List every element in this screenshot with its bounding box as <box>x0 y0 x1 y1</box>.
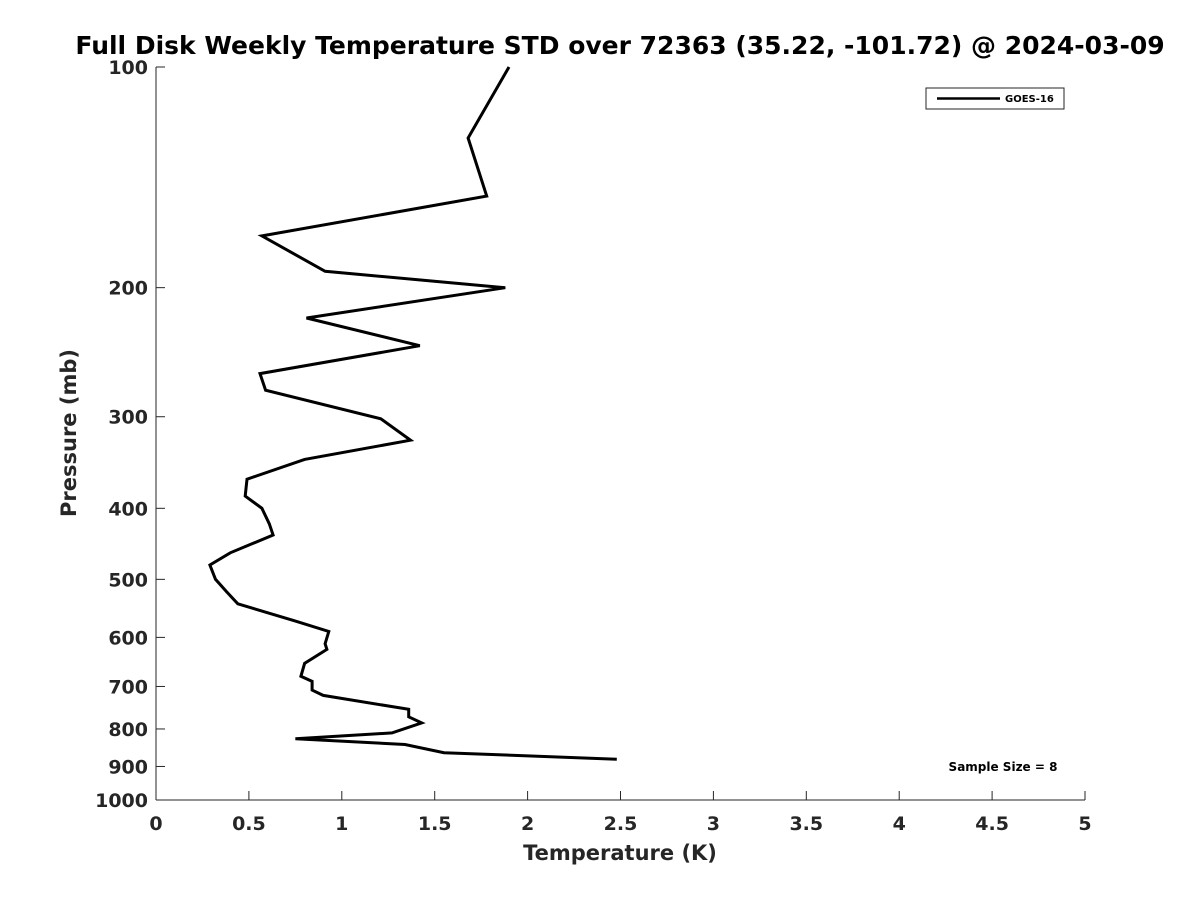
y-tick-label: 200 <box>108 278 148 300</box>
x-tick-label: 4 <box>893 813 906 835</box>
x-tick-label: 2 <box>521 813 534 835</box>
y-tick-label: 700 <box>108 676 148 698</box>
legend: GOES-16 <box>925 87 1065 110</box>
y-tick-label: 600 <box>108 627 148 649</box>
y-tick-label: 300 <box>108 407 148 429</box>
y-tick-label: 500 <box>108 569 148 591</box>
series-group <box>208 66 617 761</box>
x-tick-label: 2.5 <box>604 813 638 835</box>
sample-size-annotation: Sample Size = 8 <box>949 760 1058 774</box>
y-tick-label: 100 <box>108 57 148 79</box>
x-tick-label: 0 <box>149 813 162 835</box>
legend-label: GOES-16 <box>1005 94 1054 105</box>
series-line-goes-16 <box>208 66 617 761</box>
chart-title: Full Disk Weekly Temperature STD over 72… <box>75 31 1164 60</box>
x-tick-label: 4.5 <box>975 813 1009 835</box>
y-tick-label: 800 <box>108 719 148 741</box>
y-tick-label: 400 <box>108 498 148 520</box>
x-tick-label: 1 <box>335 813 348 835</box>
x-tick-label: 0.5 <box>232 813 266 835</box>
y-axis-label: Pressure (mb) <box>57 349 81 517</box>
x-tick-label: 3.5 <box>789 813 823 835</box>
y-tick-label: 1000 <box>95 790 148 812</box>
x-tick-label: 5 <box>1078 813 1091 835</box>
x-axis-label: Temperature (K) <box>523 841 717 865</box>
x-axis-ticks: 0 0.5 1 1.5 2 2.5 3 3.5 4 4.5 5 <box>149 791 1092 835</box>
x-tick-label: 1.5 <box>418 813 452 835</box>
y-tick-label: 900 <box>108 756 148 778</box>
y-axis-ticks: 100 200 300 400 500 600 700 800 900 1000 <box>95 57 165 812</box>
x-tick-label: 3 <box>707 813 720 835</box>
plot-area <box>156 67 1085 800</box>
